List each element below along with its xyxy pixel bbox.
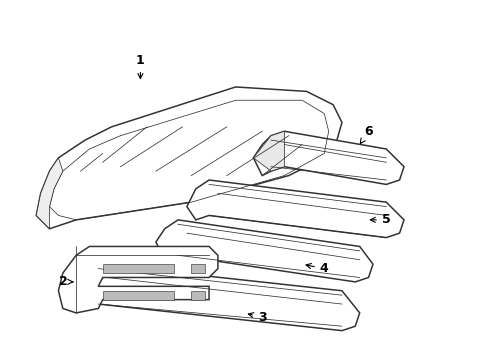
Polygon shape (58, 247, 218, 313)
Polygon shape (253, 131, 403, 184)
Polygon shape (36, 158, 63, 229)
Polygon shape (102, 291, 173, 300)
Polygon shape (76, 264, 359, 330)
Polygon shape (186, 180, 403, 238)
Text: 6: 6 (360, 125, 372, 144)
Text: 3: 3 (248, 311, 266, 324)
Text: 5: 5 (369, 213, 390, 226)
Text: 2: 2 (59, 275, 73, 288)
Text: 1: 1 (136, 54, 144, 78)
Polygon shape (36, 87, 341, 229)
Polygon shape (191, 264, 204, 273)
Text: 4: 4 (305, 262, 328, 275)
Polygon shape (156, 220, 372, 282)
Polygon shape (191, 291, 204, 300)
Polygon shape (253, 131, 284, 171)
Polygon shape (102, 264, 173, 273)
